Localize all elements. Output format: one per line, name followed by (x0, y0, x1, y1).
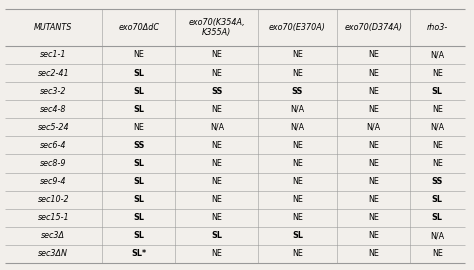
Text: SL: SL (211, 231, 222, 240)
Text: N/A: N/A (430, 231, 444, 240)
Text: NE: NE (368, 69, 379, 77)
Text: SL: SL (432, 87, 443, 96)
Text: SL: SL (133, 195, 144, 204)
Text: NE: NE (368, 87, 379, 96)
Text: NE: NE (211, 69, 222, 77)
Text: N/A: N/A (430, 123, 444, 132)
Text: NE: NE (432, 249, 443, 258)
Text: exo70(D374A): exo70(D374A) (344, 23, 402, 32)
Text: rho3-: rho3- (427, 23, 448, 32)
Text: NE: NE (368, 141, 379, 150)
Text: NE: NE (292, 195, 303, 204)
Text: N/A: N/A (291, 123, 304, 132)
Text: NE: NE (368, 249, 379, 258)
Text: NE: NE (211, 177, 222, 186)
Text: N/A: N/A (210, 123, 224, 132)
Text: NE: NE (432, 141, 443, 150)
Text: NE: NE (368, 195, 379, 204)
Text: sec5-24: sec5-24 (37, 123, 69, 132)
Text: NE: NE (211, 50, 222, 59)
Text: SL: SL (432, 213, 443, 222)
Text: NE: NE (432, 69, 443, 77)
Text: NE: NE (292, 213, 303, 222)
Text: SL: SL (133, 87, 144, 96)
Text: sec8-9: sec8-9 (40, 159, 66, 168)
Text: SL: SL (133, 177, 144, 186)
Text: SS: SS (133, 141, 144, 150)
Text: SL: SL (133, 159, 144, 168)
Text: NE: NE (368, 213, 379, 222)
Text: sec15-1: sec15-1 (37, 213, 69, 222)
Text: NE: NE (133, 123, 144, 132)
Text: sec3-2: sec3-2 (40, 87, 66, 96)
Text: SL: SL (133, 231, 144, 240)
Text: SL: SL (432, 195, 443, 204)
Text: NE: NE (368, 50, 379, 59)
Text: SL: SL (292, 231, 303, 240)
Text: NE: NE (368, 159, 379, 168)
Text: NE: NE (211, 195, 222, 204)
Text: NE: NE (133, 50, 144, 59)
Text: NE: NE (292, 249, 303, 258)
Text: NE: NE (211, 213, 222, 222)
Text: MUTANTS: MUTANTS (34, 23, 73, 32)
Text: exo70(K354A,
K355A): exo70(K354A, K355A) (189, 18, 245, 37)
Text: sec6-4: sec6-4 (40, 141, 66, 150)
Text: SL: SL (133, 69, 144, 77)
Text: NE: NE (368, 105, 379, 114)
Text: sec3ΔN: sec3ΔN (38, 249, 68, 258)
Text: NE: NE (368, 231, 379, 240)
Text: SS: SS (292, 87, 303, 96)
Text: NE: NE (211, 141, 222, 150)
Text: NE: NE (292, 50, 303, 59)
Text: NE: NE (211, 105, 222, 114)
Text: SS: SS (432, 177, 443, 186)
Text: NE: NE (292, 69, 303, 77)
Text: sec2-41: sec2-41 (37, 69, 69, 77)
Text: N/A: N/A (291, 105, 304, 114)
Text: N/A: N/A (430, 50, 444, 59)
Text: sec1-1: sec1-1 (40, 50, 66, 59)
Text: SS: SS (211, 87, 222, 96)
Text: SL: SL (133, 213, 144, 222)
Text: NE: NE (432, 105, 443, 114)
Text: exo70ΔdC: exo70ΔdC (118, 23, 159, 32)
Text: sec10-2: sec10-2 (37, 195, 69, 204)
Text: sec3Δ: sec3Δ (41, 231, 65, 240)
Text: NE: NE (292, 159, 303, 168)
Text: NE: NE (368, 177, 379, 186)
Text: SL*: SL* (131, 249, 146, 258)
Text: N/A: N/A (366, 123, 380, 132)
Text: NE: NE (211, 249, 222, 258)
Text: SL: SL (133, 105, 144, 114)
Text: sec4-8: sec4-8 (40, 105, 66, 114)
Text: NE: NE (432, 159, 443, 168)
Text: sec9-4: sec9-4 (40, 177, 66, 186)
Text: NE: NE (211, 159, 222, 168)
Text: exo70(E370A): exo70(E370A) (269, 23, 326, 32)
Text: NE: NE (292, 177, 303, 186)
Text: NE: NE (292, 141, 303, 150)
